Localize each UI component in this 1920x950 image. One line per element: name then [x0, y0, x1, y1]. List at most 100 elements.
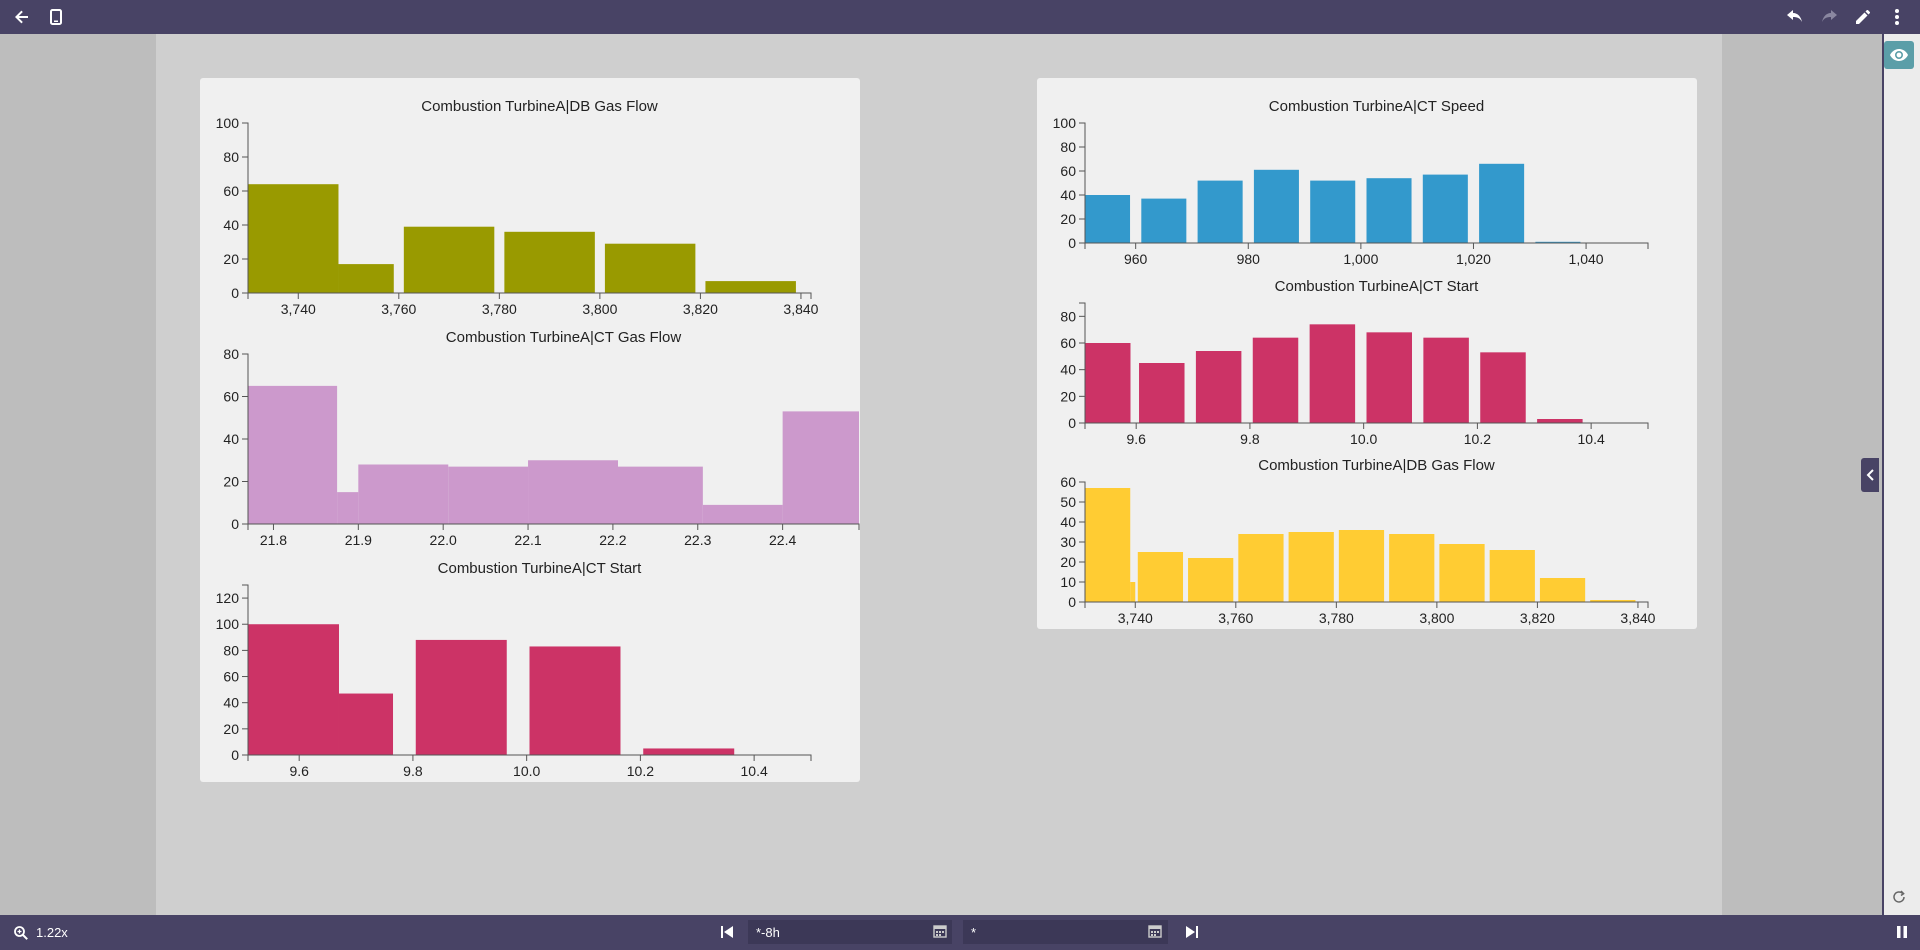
histogram-bar[interactable]: [1366, 178, 1412, 243]
histogram-bar[interactable]: [337, 492, 359, 524]
histogram-bar[interactable]: [1422, 174, 1468, 243]
back-button[interactable]: [5, 0, 39, 34]
mobile-device-icon: [50, 9, 62, 25]
histogram-bar[interactable]: [1479, 163, 1525, 243]
y-tick-label: 60: [1060, 474, 1076, 490]
pause-icon: [1897, 926, 1907, 938]
x-axis-line: [1084, 242, 1649, 249]
histogram-chart: Combustion TurbineA|CT Start 0 20 40 60 80 9.6…: [1060, 278, 1649, 447]
histogram-bar[interactable]: [1238, 534, 1284, 602]
pencil-icon: [1856, 10, 1870, 24]
start-calendar-button[interactable]: [933, 924, 949, 940]
y-axis-line: [242, 584, 249, 756]
arrow-left-icon: [15, 10, 28, 24]
end-calendar-button[interactable]: [1148, 924, 1164, 940]
histogram-bar[interactable]: [1188, 558, 1234, 602]
x-tick-label: 980: [1237, 251, 1261, 267]
step-back-button[interactable]: [718, 923, 736, 941]
x-tick-label: 3,840: [783, 301, 818, 317]
more-menu-button[interactable]: [1880, 0, 1914, 34]
y-tick-label: 100: [1053, 115, 1077, 131]
x-tick-label: 9.8: [1240, 431, 1260, 447]
histogram-bar[interactable]: [1085, 343, 1131, 423]
histogram-bar[interactable]: [248, 385, 338, 524]
x-tick-label: 9.8: [403, 763, 423, 779]
y-tick-label: 20: [1060, 554, 1076, 570]
histogram-bar[interactable]: [1197, 180, 1243, 243]
histogram-bar[interactable]: [1139, 363, 1185, 423]
histogram-bar[interactable]: [1252, 337, 1299, 423]
x-tick-label: 22.1: [514, 532, 541, 548]
histogram-bar[interactable]: [415, 639, 507, 755]
y-tick-label: 20: [223, 474, 239, 490]
histogram-bar[interactable]: [1537, 419, 1583, 423]
histogram-bar[interactable]: [1480, 352, 1526, 423]
histogram-bar[interactable]: [1288, 532, 1334, 602]
histogram-bar[interactable]: [1535, 241, 1581, 243]
refresh-button[interactable]: [1888, 886, 1910, 908]
histogram-bar[interactable]: [1141, 198, 1187, 243]
histogram-bar[interactable]: [1085, 488, 1131, 602]
histogram-bar[interactable]: [1423, 337, 1469, 423]
histogram-bar[interactable]: [643, 748, 735, 755]
histogram-bar[interactable]: [1137, 552, 1184, 602]
end-time-input[interactable]: [963, 920, 1168, 944]
x-tick-label: 3,800: [1419, 610, 1454, 626]
histogram-panel-left[interactable]: Combustion TurbineA|DB Gas Flow 0 20 40 60 80…: [200, 78, 860, 782]
y-tick-label: 0: [231, 516, 239, 532]
step-forward-button[interactable]: [1183, 923, 1201, 941]
histogram-bar[interactable]: [1253, 169, 1299, 243]
device-view-button[interactable]: [39, 0, 73, 34]
x-tick-label: 3,760: [1218, 610, 1253, 626]
y-tick-label: 40: [1060, 514, 1076, 530]
x-tick-label: 10.2: [1464, 431, 1491, 447]
histogram-bar[interactable]: [1590, 600, 1636, 602]
zoom-level: 1.22x: [36, 925, 68, 940]
x-tick-label: 3,740: [1118, 610, 1153, 626]
collapse-panel-button[interactable]: [1861, 458, 1879, 492]
histogram-bar[interactable]: [403, 226, 495, 293]
edit-button[interactable]: [1846, 0, 1880, 34]
histogram-bar[interactable]: [338, 264, 394, 293]
y-tick-label: 60: [223, 389, 239, 405]
x-tick-label: 10.2: [627, 763, 654, 779]
y-tick-label: 80: [223, 642, 239, 658]
histogram-bar[interactable]: [248, 184, 339, 293]
histogram-bar[interactable]: [338, 693, 394, 755]
histogram-bar[interactable]: [1310, 180, 1356, 243]
x-tick-label: 3,840: [1620, 610, 1655, 626]
histogram-panel-right[interactable]: Combustion TurbineA|CT Speed 0 20 40 60 80 100…: [1037, 78, 1697, 629]
histogram-bar[interactable]: [529, 646, 621, 755]
pause-button[interactable]: [1893, 923, 1911, 941]
histogram-bar[interactable]: [1439, 544, 1485, 602]
histogram-bar[interactable]: [702, 504, 783, 524]
histogram-bar[interactable]: [448, 466, 529, 524]
y-tick-label: 20: [223, 721, 239, 737]
x-tick-label: 9.6: [289, 763, 309, 779]
histogram-bar[interactable]: [1309, 324, 1356, 423]
histogram-bar[interactable]: [1366, 332, 1412, 423]
histogram-bar[interactable]: [617, 466, 703, 524]
histogram-bar[interactable]: [1130, 582, 1136, 602]
x-tick-label: 3,820: [683, 301, 718, 317]
histogram-bar[interactable]: [1338, 530, 1385, 602]
histogram-bar[interactable]: [1195, 351, 1242, 423]
histogram-bar[interactable]: [1085, 195, 1131, 243]
histogram-bar[interactable]: [1389, 534, 1435, 602]
histogram-bar[interactable]: [604, 243, 696, 293]
start-time-input[interactable]: [748, 920, 952, 944]
histogram-bar[interactable]: [504, 231, 595, 293]
histogram-bar[interactable]: [248, 624, 339, 755]
zoom-control[interactable]: 1.22x: [14, 915, 68, 950]
histogram-bar[interactable]: [782, 411, 859, 524]
histogram-bar[interactable]: [358, 464, 449, 525]
undo-button[interactable]: [1778, 0, 1812, 34]
histogram-bar[interactable]: [1489, 550, 1535, 602]
redo-button[interactable]: [1812, 0, 1846, 34]
visibility-toggle-button[interactable]: [1884, 41, 1914, 69]
calendar-icon: [933, 925, 947, 938]
x-tick-label: 9.6: [1126, 431, 1146, 447]
histogram-bar[interactable]: [705, 281, 796, 293]
histogram-bar[interactable]: [528, 460, 618, 524]
histogram-bar[interactable]: [1539, 578, 1586, 602]
